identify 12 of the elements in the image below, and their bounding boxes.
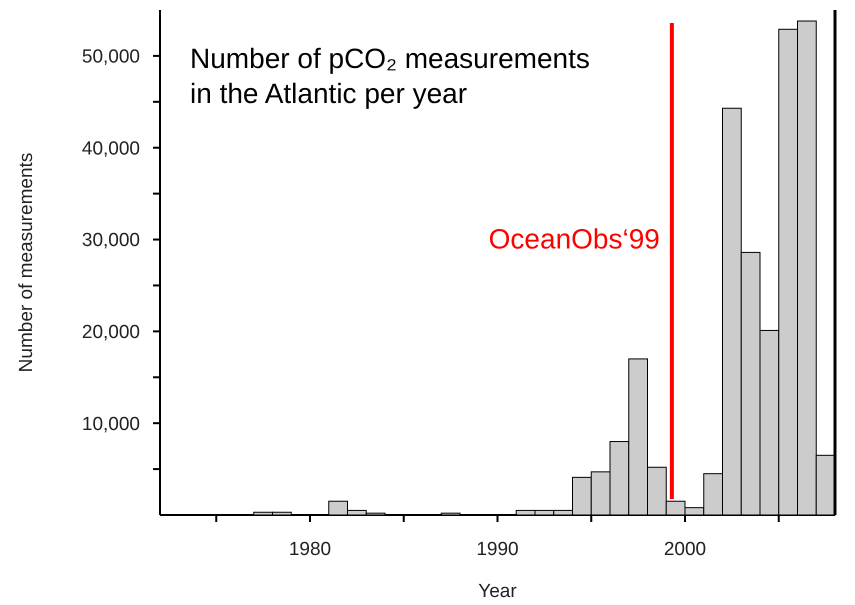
y-tick-label: 20,000 [82,322,140,344]
text: Number of pCO₂ measurements in the Atlantic per year [190,43,590,109]
y-tick-label: 10,000 [82,414,140,435]
y-tick-label: 30,000 [82,230,140,252]
x-axis-title: Year [478,581,518,602]
y-tick-label: 50,000 [82,46,140,68]
y-tick-label: 40,000 [82,138,140,160]
ref-line-label: OceanObs‘99 [488,224,660,255]
x-tick-label: 1980 [288,539,332,560]
x-tick-label: 2000 [664,539,706,560]
x-tick-label: 1990 [476,539,519,560]
y-axis-title: Number of measurements [16,152,37,372]
